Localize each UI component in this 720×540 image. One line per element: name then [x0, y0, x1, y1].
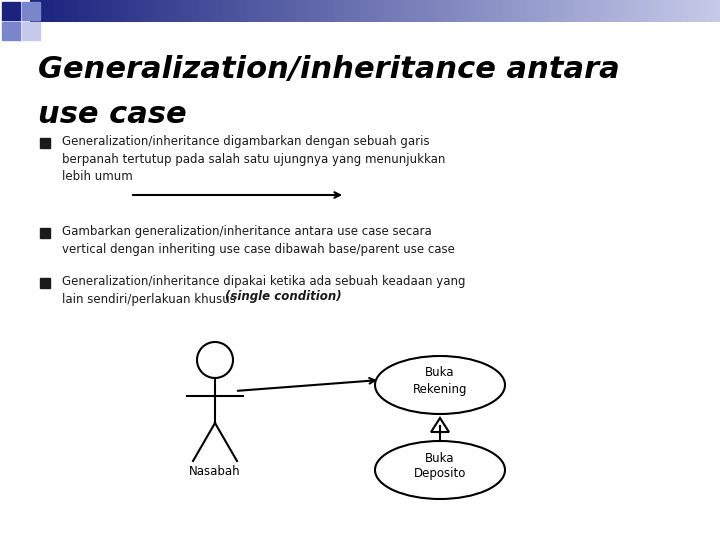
Text: use case: use case [38, 100, 186, 129]
Text: Nasabah: Nasabah [189, 465, 240, 478]
Bar [2, 22, 20, 40]
Text: Gambarkan generalization/inheritance antara use case secara
vertical dengan inhe: Gambarkan generalization/inheritance ant… [62, 225, 455, 255]
Text: (single condition): (single condition) [225, 290, 341, 303]
Text: Generalization/inheritance antara: Generalization/inheritance antara [38, 55, 620, 84]
Bar [22, 2, 40, 20]
Text: Generalization/inheritance dipakai ketika ada sebuah keadaan yang
lain sendiri/p: Generalization/inheritance dipakai ketik… [62, 275, 466, 306]
Bar [40, 138, 50, 148]
Text: Generalization/inheritance digambarkan dengan sebuah garis
berpanah tertutup pad: Generalization/inheritance digambarkan d… [62, 135, 446, 183]
Text: Buka
Deposito: Buka Deposito [414, 451, 466, 481]
Bar [22, 22, 40, 40]
Bar [40, 228, 50, 238]
Bar [40, 278, 50, 288]
Text: Buka
Rekening: Buka Rekening [413, 367, 467, 395]
Bar [2, 2, 20, 20]
